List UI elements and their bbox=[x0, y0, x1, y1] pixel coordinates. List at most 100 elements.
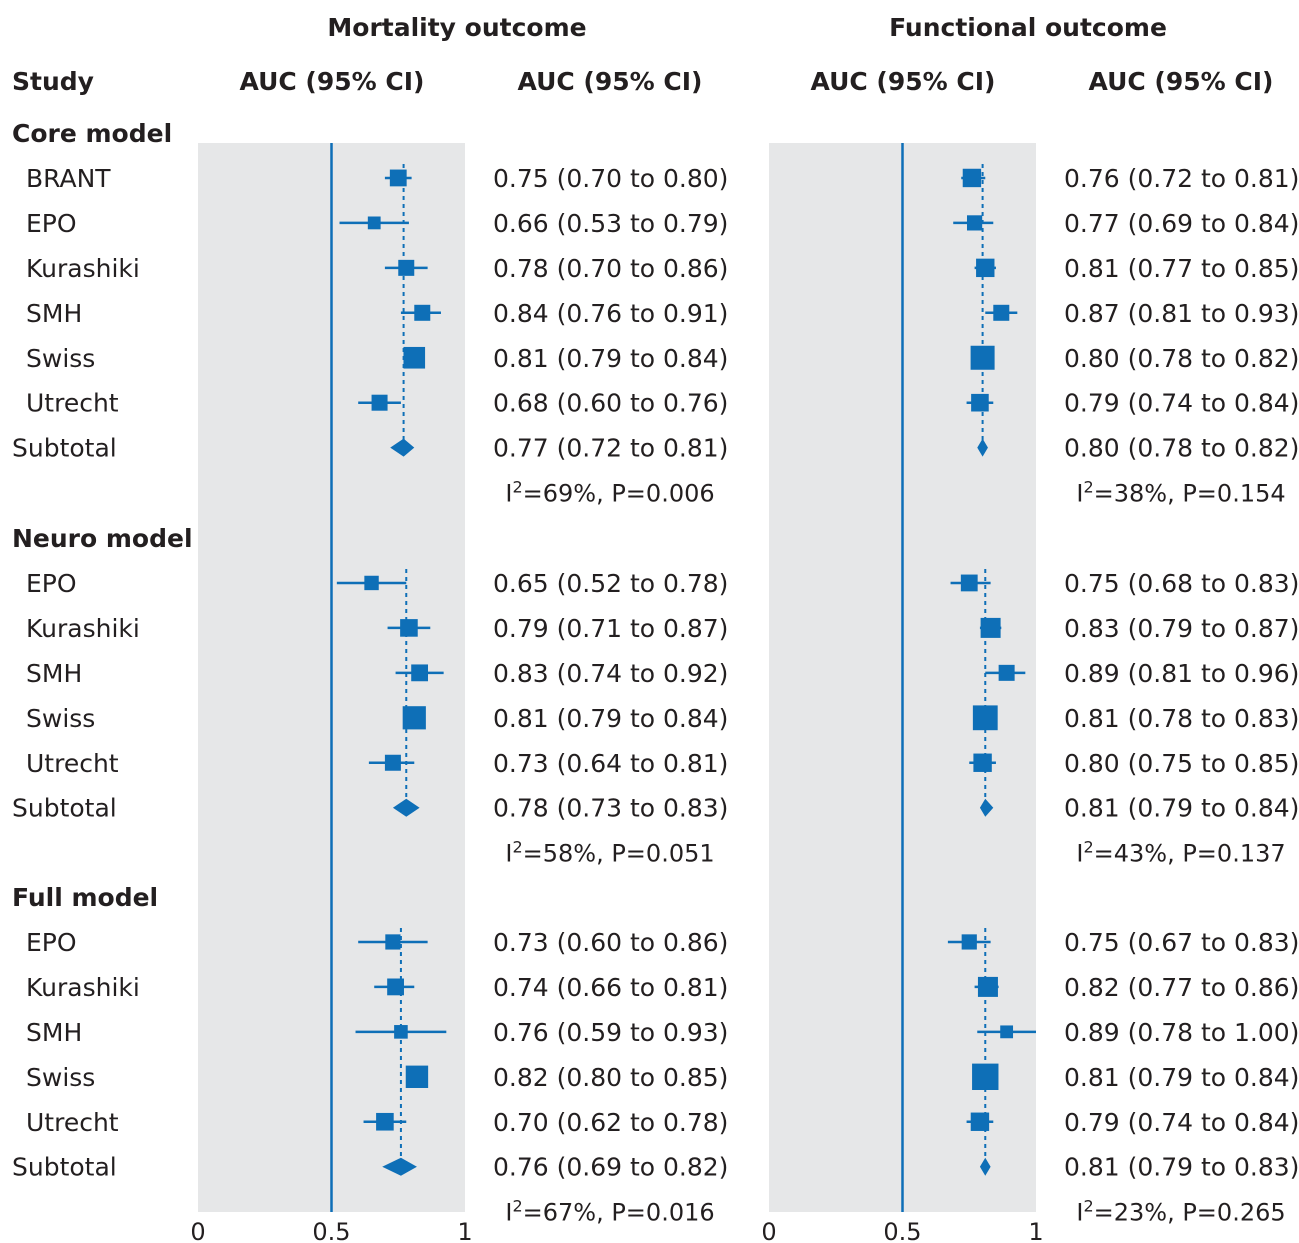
subtotal-diamond bbox=[979, 798, 994, 817]
plot-auc-header: AUC (95% CI) bbox=[240, 67, 425, 96]
point-estimate-marker bbox=[970, 1112, 990, 1131]
point-estimate-marker bbox=[398, 259, 415, 276]
heterogeneity-stat: I2=38%, P=0.154 bbox=[1076, 478, 1285, 508]
x-tick-label: 1 bbox=[457, 1218, 472, 1243]
group-label: Neuro model bbox=[12, 524, 193, 553]
study-label: Swiss bbox=[26, 344, 95, 373]
auc-value: 0.75 (0.67 to 0.83) bbox=[1064, 928, 1299, 957]
point-estimate-marker bbox=[387, 978, 404, 996]
point-estimate-marker bbox=[976, 258, 995, 278]
auc-value: 0.89 (0.81 to 0.96) bbox=[1064, 659, 1299, 688]
auc-value: 0.89 (0.78 to 1.00) bbox=[1064, 1018, 1299, 1047]
point-estimate-marker bbox=[961, 934, 977, 950]
x-tick-label: 0 bbox=[190, 1218, 205, 1243]
study-column-header: Study bbox=[12, 67, 94, 96]
point-estimate-marker bbox=[389, 169, 407, 187]
value-auc-header: AUC (95% CI) bbox=[1089, 67, 1274, 96]
auc-value: 0.87 (0.81 to 0.93) bbox=[1064, 299, 1299, 328]
auc-value: 0.66 (0.53 to 0.79) bbox=[493, 209, 728, 238]
auc-value: 0.83 (0.79 to 0.87) bbox=[1064, 614, 1299, 643]
point-estimate-marker bbox=[972, 1063, 999, 1090]
subtotal-auc-value: 0.76 (0.69 to 0.82) bbox=[493, 1153, 728, 1182]
point-estimate-marker bbox=[402, 706, 426, 730]
auc-value: 0.80 (0.75 to 0.85) bbox=[1064, 749, 1299, 778]
point-estimate-marker bbox=[1000, 1025, 1014, 1039]
auc-value: 0.78 (0.70 to 0.86) bbox=[493, 254, 728, 283]
study-label: BRANT bbox=[26, 164, 111, 193]
auc-value: 0.76 (0.59 to 0.93) bbox=[493, 1018, 728, 1047]
auc-value: 0.70 (0.62 to 0.78) bbox=[493, 1108, 728, 1137]
point-estimate-marker bbox=[977, 976, 998, 997]
auc-value: 0.82 (0.80 to 0.85) bbox=[493, 1063, 728, 1092]
point-estimate-marker bbox=[972, 705, 998, 731]
group-label: Full model bbox=[12, 883, 158, 912]
auc-value: 0.81 (0.79 to 0.84) bbox=[1064, 1063, 1299, 1092]
auc-value: 0.84 (0.76 to 0.91) bbox=[493, 299, 728, 328]
point-estimate-marker bbox=[367, 216, 381, 230]
auc-value: 0.75 (0.70 to 0.80) bbox=[493, 164, 728, 193]
study-label: Utrecht bbox=[26, 1108, 119, 1137]
p-value: , P=0.006 bbox=[596, 480, 715, 508]
i2-value: =69% bbox=[523, 480, 596, 508]
point-estimate-marker bbox=[411, 664, 429, 682]
subtotal-diamond bbox=[392, 798, 420, 817]
auc-value: 0.81 (0.77 to 0.85) bbox=[1064, 254, 1299, 283]
p-value: , P=0.265 bbox=[1167, 1199, 1286, 1227]
subtotal-auc-value: 0.80 (0.78 to 0.82) bbox=[1064, 434, 1299, 463]
p-value: , P=0.154 bbox=[1167, 480, 1286, 508]
subtotal-label: Subtotal bbox=[12, 794, 117, 823]
heterogeneity-stat: I2=67%, P=0.016 bbox=[505, 1197, 714, 1227]
heterogeneity-stat: I2=23%, P=0.265 bbox=[1076, 1197, 1285, 1227]
subtotal-diamond bbox=[979, 1157, 991, 1176]
x-tick-label: 0.5 bbox=[883, 1218, 921, 1243]
point-estimate-marker bbox=[400, 619, 418, 637]
auc-value: 0.74 (0.66 to 0.81) bbox=[493, 973, 728, 1002]
point-estimate-marker bbox=[998, 664, 1015, 681]
study-label: Kurashiki bbox=[26, 254, 140, 283]
panel-title: Functional outcome bbox=[889, 13, 1167, 42]
study-label: Swiss bbox=[26, 704, 95, 733]
point-estimate-marker bbox=[405, 1065, 429, 1088]
subtotal-auc-value: 0.77 (0.72 to 0.81) bbox=[493, 434, 728, 463]
subtotal-diamond bbox=[382, 1157, 417, 1176]
point-estimate-marker bbox=[962, 168, 982, 188]
plot-auc-header: AUC (95% CI) bbox=[811, 67, 996, 96]
point-estimate-marker bbox=[376, 1112, 394, 1131]
group-label: Core model bbox=[12, 119, 172, 148]
study-label: Kurashiki bbox=[26, 614, 140, 643]
auc-value: 0.76 (0.72 to 0.81) bbox=[1064, 164, 1299, 193]
point-estimate-marker bbox=[973, 753, 992, 772]
auc-value: 0.75 (0.68 to 0.83) bbox=[1064, 569, 1299, 598]
x-tick-label: 0 bbox=[761, 1218, 776, 1243]
point-estimate-marker bbox=[371, 394, 388, 411]
point-estimate-marker bbox=[403, 346, 426, 369]
point-estimate-marker bbox=[993, 304, 1010, 321]
study-label: EPO bbox=[26, 569, 77, 598]
i2-value: =23% bbox=[1094, 1199, 1167, 1227]
point-estimate-marker bbox=[384, 754, 401, 771]
auc-value: 0.77 (0.69 to 0.84) bbox=[1064, 209, 1299, 238]
subtotal-auc-value: 0.81 (0.79 to 0.84) bbox=[1064, 794, 1299, 823]
point-estimate-marker bbox=[394, 1025, 408, 1039]
auc-value: 0.79 (0.74 to 0.84) bbox=[1064, 389, 1299, 418]
p-value: , P=0.016 bbox=[596, 1199, 715, 1227]
auc-value: 0.80 (0.78 to 0.82) bbox=[1064, 344, 1299, 373]
i2-value: =43% bbox=[1094, 840, 1167, 868]
subtotal-auc-value: 0.78 (0.73 to 0.83) bbox=[493, 794, 728, 823]
heterogeneity-stat: I2=43%, P=0.137 bbox=[1076, 838, 1285, 868]
point-estimate-marker bbox=[970, 345, 995, 370]
point-estimate-marker bbox=[364, 575, 379, 591]
point-estimate-marker bbox=[960, 574, 978, 592]
study-label: Utrecht bbox=[26, 749, 119, 778]
subtotal-auc-value: 0.81 (0.79 to 0.83) bbox=[1064, 1153, 1299, 1182]
study-label: Kurashiki bbox=[26, 973, 140, 1002]
auc-value: 0.81 (0.79 to 0.84) bbox=[493, 344, 728, 373]
subtotal-label: Subtotal bbox=[12, 434, 117, 463]
heterogeneity-stat: I2=58%, P=0.051 bbox=[505, 838, 714, 868]
auc-value: 0.81 (0.78 to 0.83) bbox=[1064, 704, 1299, 733]
point-estimate-marker bbox=[385, 934, 401, 950]
auc-value: 0.79 (0.74 to 0.84) bbox=[1064, 1108, 1299, 1137]
auc-value: 0.68 (0.60 to 0.76) bbox=[493, 389, 728, 418]
point-estimate-marker bbox=[980, 617, 1001, 638]
i2-value: =67% bbox=[523, 1199, 596, 1227]
